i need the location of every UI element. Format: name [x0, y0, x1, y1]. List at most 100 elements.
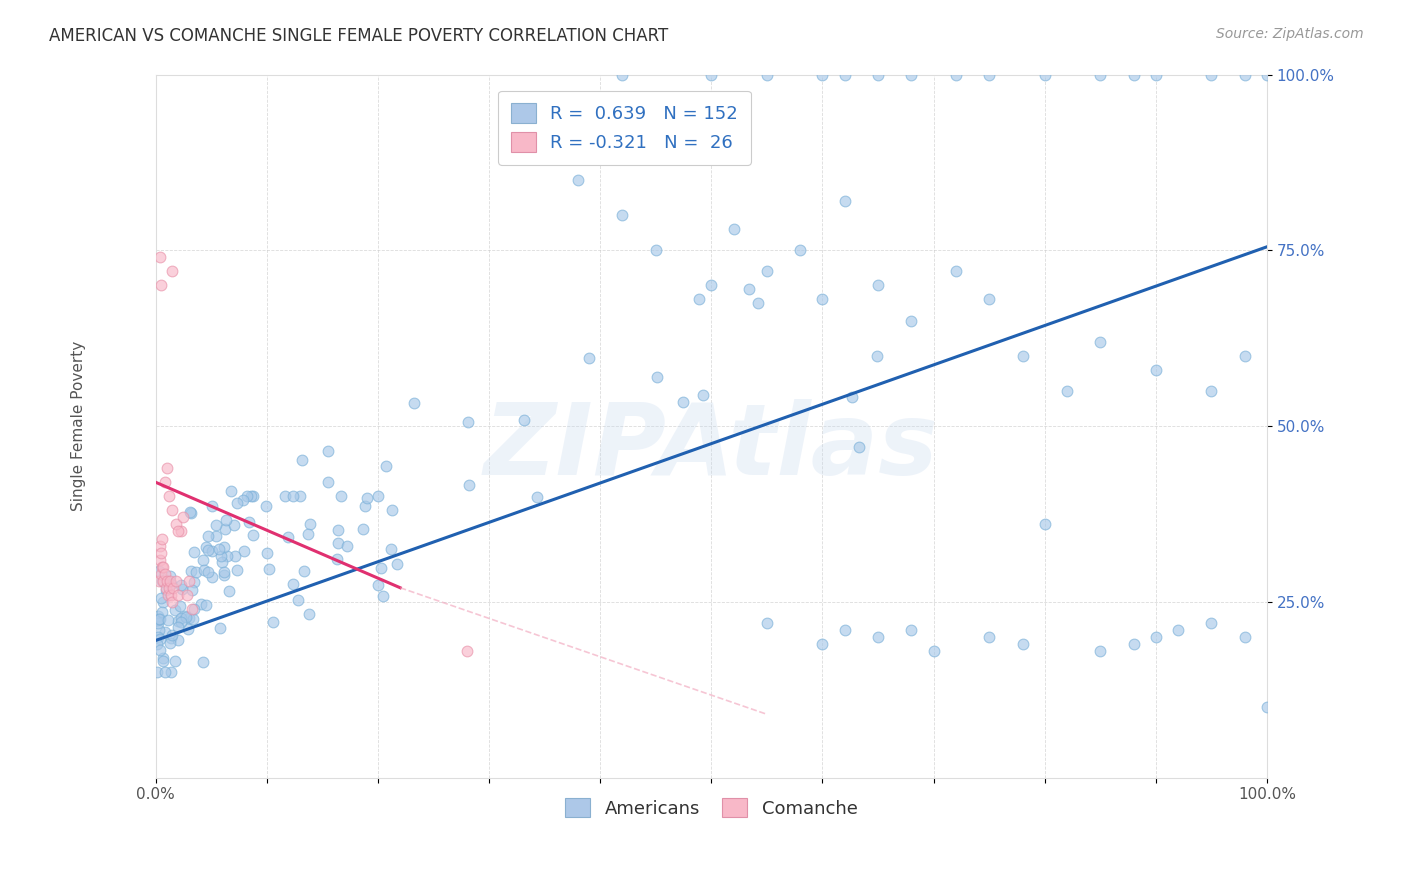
Point: [287, 592, 309, 607]
Point: [179, 610, 201, 624]
Point: [148, 612, 170, 626]
Point: [167, 620, 190, 634]
Point: [841, 390, 863, 404]
Point: [197, 528, 219, 542]
Point: [567, 173, 589, 187]
Point: [209, 621, 232, 635]
Point: [1256, 700, 1278, 714]
Point: [277, 530, 299, 544]
Point: [755, 615, 778, 630]
Point: [160, 576, 183, 591]
Point: [153, 624, 176, 639]
Point: [811, 293, 834, 307]
Point: [157, 489, 180, 503]
Point: [688, 292, 710, 306]
Point: [256, 546, 278, 560]
Point: [150, 278, 173, 293]
Point: [329, 489, 352, 503]
Point: [723, 222, 745, 236]
Point: [170, 577, 193, 591]
Point: [1011, 349, 1033, 363]
Point: [183, 575, 205, 590]
Point: [945, 68, 967, 82]
Point: [238, 516, 260, 530]
Point: [148, 623, 170, 637]
Point: [755, 68, 778, 82]
Point: [316, 443, 339, 458]
Point: [156, 574, 179, 588]
Point: [1201, 615, 1223, 630]
Point: [162, 595, 184, 609]
Point: [146, 637, 169, 651]
Point: [336, 539, 359, 553]
Point: [387, 557, 409, 571]
Point: [1233, 349, 1256, 363]
Point: [156, 461, 179, 475]
Point: [150, 566, 173, 581]
Point: [224, 549, 246, 563]
Point: [263, 615, 285, 629]
Point: [224, 518, 246, 533]
Point: [578, 351, 600, 366]
Point: [647, 370, 669, 384]
Point: [166, 632, 188, 647]
Point: [165, 517, 187, 532]
Point: [191, 655, 214, 669]
Point: [150, 591, 173, 606]
Point: [183, 545, 205, 559]
Point: [1167, 623, 1189, 637]
Point: [1233, 68, 1256, 82]
Point: [1033, 68, 1056, 82]
Point: [254, 500, 277, 514]
Point: [318, 475, 340, 489]
Point: [194, 540, 217, 554]
Point: [149, 539, 172, 553]
Point: [152, 650, 174, 665]
Point: [159, 569, 181, 583]
Point: [900, 313, 922, 327]
Point: [1090, 644, 1112, 658]
Point: [156, 588, 179, 602]
Point: [148, 642, 170, 657]
Point: [297, 527, 319, 541]
Point: [326, 523, 349, 537]
Point: [150, 559, 173, 574]
Point: [176, 588, 198, 602]
Point: [371, 589, 394, 603]
Point: [367, 489, 389, 503]
Point: [292, 564, 315, 578]
Point: [193, 563, 215, 577]
Point: [979, 630, 1001, 644]
Point: [165, 603, 187, 617]
Point: [155, 665, 177, 679]
Point: [148, 630, 170, 644]
Point: [181, 583, 204, 598]
Point: [374, 459, 396, 474]
Point: [1090, 68, 1112, 82]
Point: [225, 496, 247, 510]
Point: [160, 665, 183, 679]
Point: [1144, 630, 1167, 644]
Point: [678, 152, 700, 166]
Point: [200, 570, 222, 584]
Point: [212, 566, 235, 580]
Point: [1144, 363, 1167, 377]
Point: [672, 395, 695, 409]
Point: [281, 489, 304, 503]
Point: [157, 581, 180, 595]
Point: [167, 524, 190, 539]
Point: [236, 489, 259, 503]
Point: [458, 477, 481, 491]
Point: [159, 636, 181, 650]
Point: [868, 68, 890, 82]
Point: [159, 574, 181, 588]
Point: [150, 605, 173, 619]
Point: [197, 566, 219, 580]
Point: [177, 574, 200, 588]
Point: [181, 611, 204, 625]
Point: [179, 505, 201, 519]
Point: [162, 503, 184, 517]
Point: [945, 264, 967, 278]
Point: [242, 527, 264, 541]
Point: [146, 615, 169, 630]
